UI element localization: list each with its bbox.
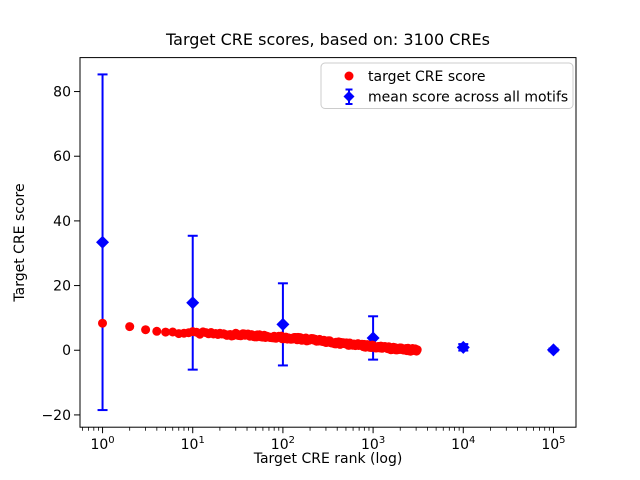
y-tick-label: −20	[41, 408, 71, 424]
legend-target-marker-icon	[344, 71, 354, 81]
target-score-point	[152, 326, 162, 336]
legend: target CRE score mean score across all m…	[320, 62, 574, 109]
plot-frame	[79, 57, 577, 428]
mean-score-point	[276, 317, 290, 331]
x-axis-label: Target CRE rank (log)	[253, 451, 403, 467]
x-major-ticks	[102, 427, 554, 434]
target-cre-score-series	[98, 318, 422, 356]
target-score-point	[125, 322, 135, 332]
y-tick-label: 80	[53, 85, 71, 101]
target-score-point	[412, 345, 422, 355]
legend-label-mean: mean score across all motifs	[368, 89, 568, 105]
x-minor-ticks	[82, 427, 550, 431]
mean-score-point	[186, 296, 200, 310]
legend-mean-marker-icon	[343, 88, 355, 105]
y-tick-label: 0	[62, 343, 71, 359]
target-score-point	[98, 318, 107, 328]
y-tick-label: 40	[53, 214, 71, 230]
y-tick-labels: −20 0 20 40 60 80	[41, 85, 71, 424]
x-tick-label: 100	[90, 435, 114, 453]
chart-title: Target CRE scores, based on: 3100 CREs	[165, 30, 490, 49]
mean-score-point	[546, 343, 560, 357]
y-tick-label: 60	[53, 149, 71, 165]
target-score-point	[161, 327, 171, 337]
y-tick-label: 20	[53, 279, 71, 295]
y-axis-label: Target CRE score	[12, 183, 28, 302]
legend-label-target: target CRE score	[368, 69, 485, 85]
mean-score-errorbar-series	[96, 73, 560, 412]
mean-score-point	[456, 340, 470, 354]
y-ticks	[74, 91, 80, 416]
mean-score-point	[96, 235, 110, 249]
x-tick-label: 105	[541, 435, 565, 453]
x-tick-label: 104	[451, 435, 475, 453]
x-tick-label: 101	[181, 435, 205, 453]
target-score-point	[141, 325, 151, 335]
legend-box	[320, 62, 574, 109]
